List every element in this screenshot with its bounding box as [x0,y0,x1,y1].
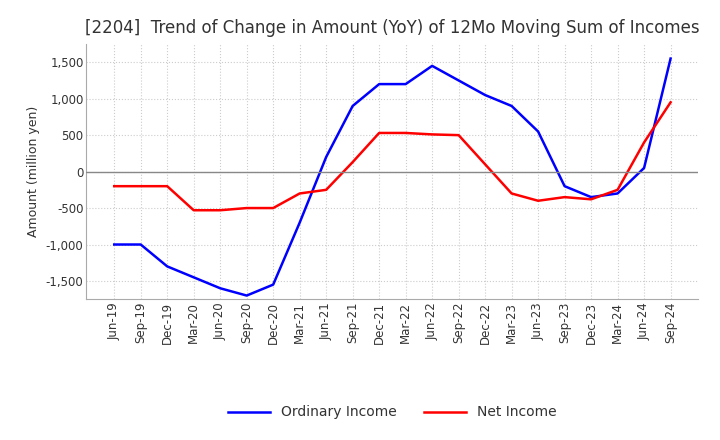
Net Income [587,197,595,202]
Net Income [269,205,277,211]
Net Income [613,187,622,192]
Ordinary Income [322,154,330,160]
Line: Net Income: Net Income [114,103,670,210]
Ordinary Income [269,282,277,287]
Ordinary Income [481,92,490,98]
Ordinary Income [560,183,569,189]
Net Income [136,183,145,189]
Ordinary Income [216,286,225,291]
Ordinary Income [401,81,410,87]
Net Income [163,183,171,189]
Ordinary Income [189,275,198,280]
Ordinary Income [110,242,119,247]
Net Income [534,198,542,203]
Ordinary Income [136,242,145,247]
Ordinary Income [613,191,622,196]
Ordinary Income [163,264,171,269]
Net Income [243,205,251,211]
Ordinary Income [243,293,251,298]
Ordinary Income [508,103,516,109]
Y-axis label: Amount (million yen): Amount (million yen) [27,106,40,237]
Net Income [640,140,649,145]
Ordinary Income [640,165,649,171]
Net Income [481,161,490,167]
Net Income [508,191,516,196]
Net Income [110,183,119,189]
Net Income [666,100,675,105]
Ordinary Income [375,81,384,87]
Ordinary Income [348,103,357,109]
Legend: Ordinary Income, Net Income: Ordinary Income, Net Income [222,400,562,425]
Net Income [348,159,357,165]
Net Income [428,132,436,137]
Ordinary Income [454,78,463,83]
Ordinary Income [534,129,542,134]
Ordinary Income [295,220,304,225]
Net Income [322,187,330,192]
Ordinary Income [587,194,595,200]
Net Income [560,194,569,200]
Net Income [189,208,198,213]
Ordinary Income [666,56,675,61]
Ordinary Income [428,63,436,69]
Title: [2204]  Trend of Change in Amount (YoY) of 12Mo Moving Sum of Incomes: [2204] Trend of Change in Amount (YoY) o… [85,19,700,37]
Net Income [375,130,384,136]
Line: Ordinary Income: Ordinary Income [114,59,670,296]
Net Income [401,130,410,136]
Net Income [295,191,304,196]
Net Income [216,208,225,213]
Net Income [454,132,463,138]
